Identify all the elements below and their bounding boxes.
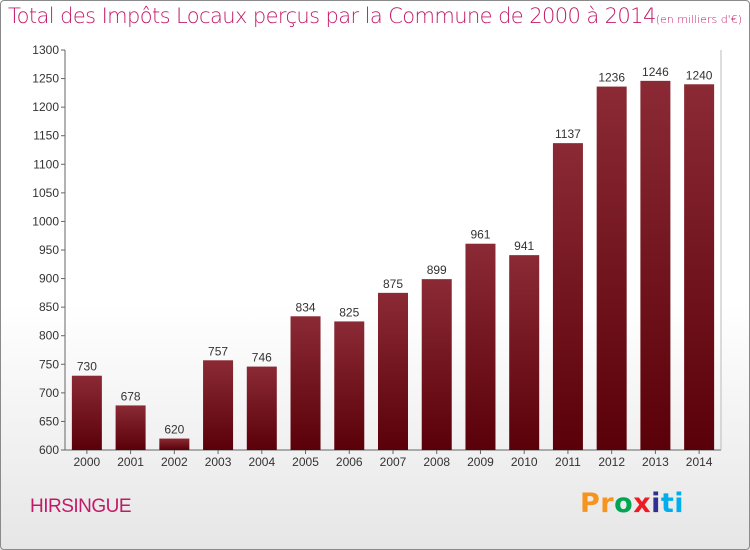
- x-tick-label: 2010: [511, 455, 538, 469]
- x-tick-label: 2009: [467, 455, 494, 469]
- bar: [684, 84, 715, 451]
- bar-value-label: 757: [208, 344, 228, 358]
- x-tick-label: 2011: [555, 455, 581, 469]
- bar: [509, 255, 540, 450]
- bar-value-label: 730: [77, 360, 97, 374]
- bar: [115, 405, 146, 450]
- y-tick-label: 1050: [32, 186, 59, 200]
- chart-value-labels: 730 678 620 757 746 834 825 875 899 961 941 1137 123…: [77, 65, 713, 437]
- y-tick-label: 950: [39, 243, 59, 257]
- x-tick-label: 2007: [380, 455, 407, 469]
- bar: [378, 292, 408, 450]
- bar: [465, 243, 496, 450]
- bar: [159, 438, 190, 450]
- logo-letter: i: [651, 488, 661, 519]
- bar-value-label: 899: [427, 263, 447, 277]
- y-tick-label: 900: [39, 272, 59, 286]
- x-tick-label: 2004: [248, 455, 275, 469]
- y-tick-label: 700: [39, 386, 59, 400]
- y-tick-label: 1150: [33, 129, 59, 143]
- bar: [421, 279, 452, 450]
- x-tick-label: 2013: [642, 455, 669, 469]
- logo-letter: P: [580, 488, 601, 519]
- y-tick-label: 1250: [32, 72, 59, 86]
- logo-letter: o: [614, 488, 634, 519]
- bar-value-label: 961: [470, 228, 490, 242]
- y-tick-label: 600: [39, 443, 59, 457]
- x-tick-label: 2002: [161, 455, 188, 469]
- chart-title: Total des Impôts Locaux perçus par la Co…: [0, 4, 750, 28]
- y-tick-label: 850: [39, 300, 59, 314]
- bar: [203, 360, 234, 450]
- chart-axes: 600 650 700 750 800 850 900 950 1000 1050 1100 1150…: [32, 43, 722, 469]
- bar-value-label: 1246: [642, 65, 669, 79]
- bar-value-label: 1236: [598, 71, 625, 85]
- bar-value-label: 875: [383, 277, 403, 291]
- bar-value-label: 620: [164, 423, 184, 437]
- x-tick-label: 2005: [292, 455, 319, 469]
- bar: [334, 321, 365, 450]
- y-tick-label: 1300: [32, 43, 59, 57]
- x-tick-label: 2014: [686, 455, 713, 469]
- x-tick-label: 2003: [205, 455, 232, 469]
- bar: [552, 143, 583, 450]
- bar-value-label: 1137: [555, 127, 581, 141]
- commune-name: HIRSINGUE: [30, 496, 132, 517]
- bar-value-label: 1240: [686, 68, 713, 82]
- bar: [71, 375, 102, 450]
- bar: [290, 316, 321, 450]
- y-tick-label: 1200: [32, 100, 59, 114]
- y-tick-label: 650: [39, 414, 59, 428]
- logo-letter: t: [660, 488, 675, 519]
- logo-letter: i: [674, 488, 685, 519]
- y-tick-label: 1000: [32, 214, 59, 228]
- logo-letter: x: [633, 488, 652, 519]
- bar-value-label: 834: [296, 300, 316, 314]
- y-tick-label: 1100: [33, 157, 59, 171]
- bar-value-label: 825: [339, 305, 359, 319]
- bar-value-label: 746: [252, 351, 272, 365]
- bar-value-label: 678: [121, 389, 141, 403]
- chart-title-text: Total des Impôts Locaux perçus par la Co…: [7, 4, 656, 28]
- bar: [246, 366, 277, 450]
- x-tick-label: 2012: [598, 455, 625, 469]
- y-tick-label: 800: [39, 329, 59, 343]
- x-tick-label: 2000: [74, 455, 101, 469]
- x-tick-label: 2008: [423, 455, 450, 469]
- x-tick-label: 2006: [336, 455, 363, 469]
- y-tick-label: 750: [39, 357, 59, 371]
- chart-title-unit: (en milliers d'€): [655, 13, 742, 26]
- proxiti-logo: Proxiti: [580, 488, 684, 519]
- bar: [596, 86, 627, 451]
- logo-letter: r: [600, 488, 615, 519]
- bar-value-label: 941: [514, 239, 534, 253]
- bar: [640, 80, 671, 450]
- chart-bars: [71, 80, 715, 451]
- x-tick-label: 2001: [117, 455, 144, 469]
